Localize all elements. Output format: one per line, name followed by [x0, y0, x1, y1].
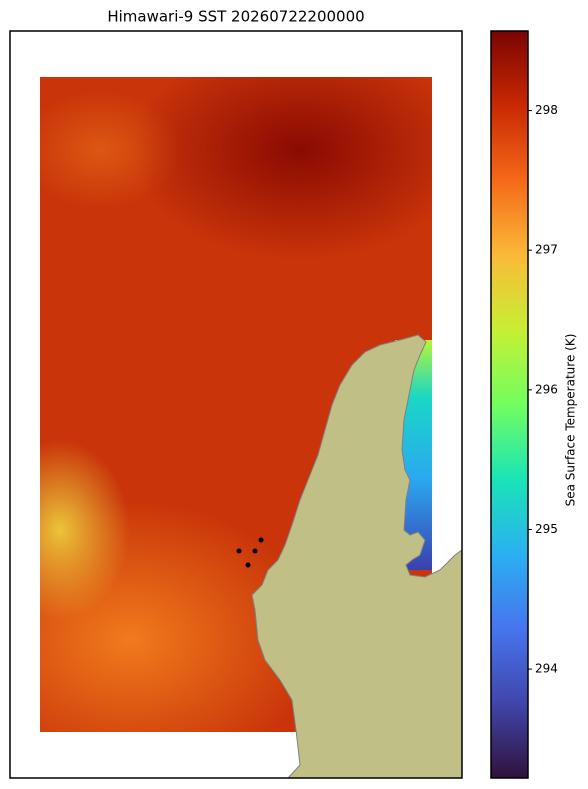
map-frame [9, 30, 463, 779]
station [245, 562, 251, 568]
chart-title: Himawari-9 SST 20260722200000 [107, 8, 364, 26]
colorbar-tick-label: 295 [535, 522, 558, 536]
station [258, 537, 264, 543]
stations [236, 537, 264, 568]
station [236, 548, 242, 554]
colorbar-tick-label: 298 [535, 103, 558, 117]
colorbar-tick-label: 297 [535, 243, 558, 257]
colorbar-label: Sea Surface Temperature (K) [564, 334, 578, 507]
colorbar [490, 30, 529, 779]
station [252, 548, 258, 554]
colorbar-tick-label: 296 [535, 382, 558, 396]
colorbar-tick-label: 294 [535, 662, 558, 676]
land [251, 334, 463, 779]
